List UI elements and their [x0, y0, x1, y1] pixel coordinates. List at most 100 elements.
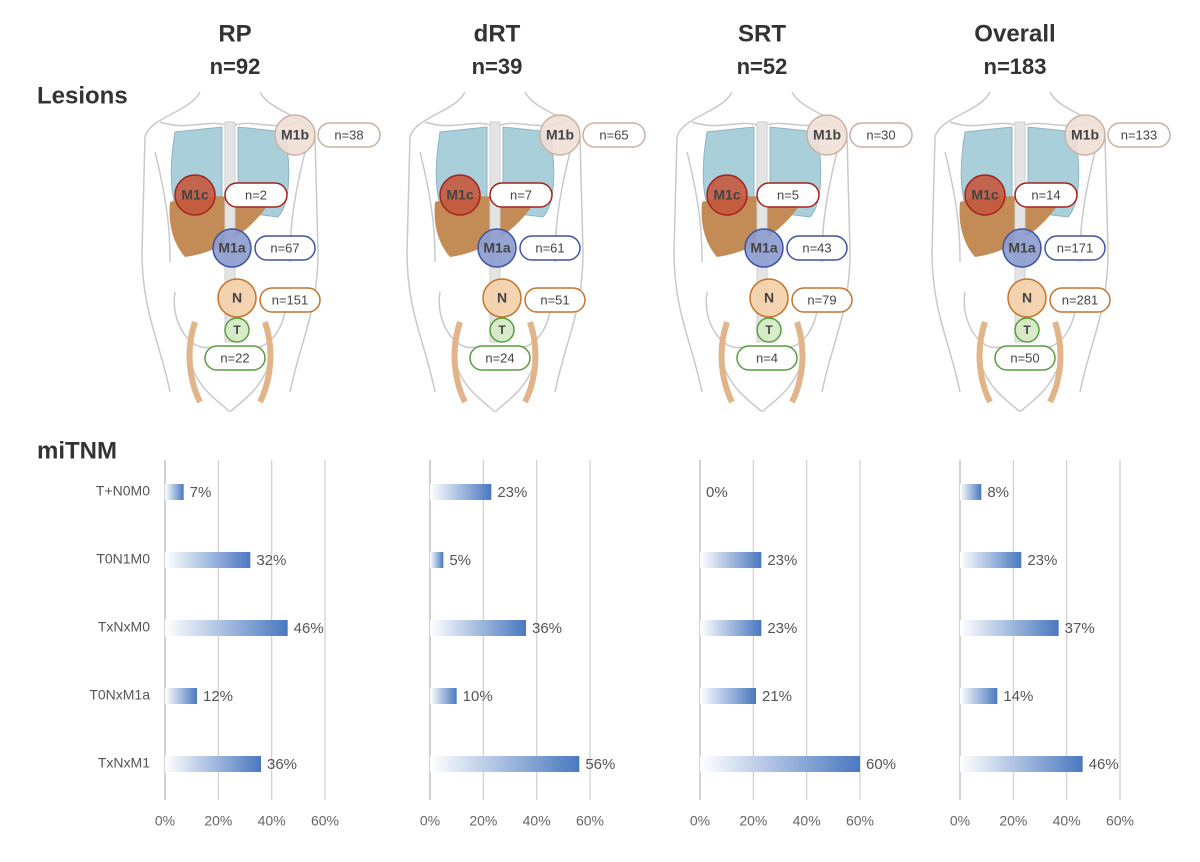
value-label: 14%: [1003, 688, 1033, 705]
lesion-count: n=30: [866, 127, 895, 142]
bar: [430, 756, 580, 772]
site-marker: [489, 317, 515, 343]
site-marker: [274, 114, 316, 156]
site-label: M1b: [546, 127, 574, 143]
value-label: 23%: [1027, 552, 1057, 569]
bar: [430, 484, 492, 500]
x-tick-label: 20%: [204, 813, 232, 829]
site-marker: [1014, 317, 1040, 343]
bar: [960, 552, 1022, 568]
lesion-count: n=38: [334, 127, 363, 142]
site-marker: [477, 228, 517, 268]
category-label: TxNxM1: [98, 755, 150, 771]
count-box: [756, 182, 820, 208]
lesion-count: n=171: [1057, 240, 1094, 255]
value-label: 23%: [767, 620, 797, 637]
value-label: 46%: [1089, 756, 1119, 773]
lesion-count: n=50: [1010, 350, 1039, 365]
lesion-count: n=14: [1031, 187, 1060, 202]
site-marker: [439, 174, 481, 216]
group-n: n=92: [210, 54, 261, 79]
bar: [700, 552, 762, 568]
category-label: T0NxM1a: [89, 687, 150, 703]
row-label: Lesions: [37, 82, 128, 109]
count-box: [736, 345, 798, 371]
x-tick-label: 60%: [1106, 813, 1134, 829]
bar: [960, 688, 998, 704]
group-title: SRT: [738, 20, 786, 47]
lesion-count: n=133: [1121, 127, 1158, 142]
value-label: 10%: [463, 688, 493, 705]
site-label: M1c: [181, 187, 208, 203]
value-label: 23%: [497, 484, 527, 501]
x-tick-label: 0%: [690, 813, 710, 829]
lesion-count: n=281: [1062, 292, 1099, 307]
site-marker: [1007, 278, 1047, 318]
site-marker: [806, 114, 848, 156]
value-label: 36%: [532, 620, 562, 637]
bar: [165, 756, 261, 772]
count-box: [469, 345, 531, 371]
value-label: 7%: [190, 484, 212, 501]
site-label: N: [497, 290, 507, 306]
bar: [430, 688, 457, 704]
value-label: 21%: [762, 688, 792, 705]
site-label: T: [233, 323, 241, 337]
count-box: [786, 235, 848, 261]
site-label: M1a: [483, 240, 510, 256]
value-label: 23%: [767, 552, 797, 569]
lesion-count: n=22: [220, 350, 249, 365]
value-label: 32%: [256, 552, 286, 569]
site-marker: [224, 317, 250, 343]
group-n: n=183: [984, 54, 1047, 79]
count-box: [994, 345, 1056, 371]
bar: [960, 484, 982, 500]
count-box: [1014, 182, 1078, 208]
lesion-count: n=151: [272, 292, 309, 307]
site-marker: [744, 228, 784, 268]
x-tick-label: 40%: [793, 813, 821, 829]
x-tick-label: 40%: [258, 813, 286, 829]
count-box: [524, 287, 586, 313]
value-label: 12%: [203, 688, 233, 705]
count-box: [204, 345, 266, 371]
lesion-count: n=24: [485, 350, 514, 365]
site-label: T: [498, 323, 506, 337]
site-label: T: [765, 323, 773, 337]
site-marker: [1064, 114, 1106, 156]
x-tick-label: 60%: [576, 813, 604, 829]
count-box: [489, 182, 553, 208]
x-tick-label: 0%: [950, 813, 970, 829]
site-label: N: [1022, 290, 1032, 306]
group-title: Overall: [974, 20, 1055, 47]
site-label: M1b: [813, 127, 841, 143]
bar: [430, 620, 526, 636]
site-marker: [212, 228, 252, 268]
count-box: [1107, 122, 1171, 148]
count-box: [317, 122, 381, 148]
bar: [165, 484, 184, 500]
site-label: M1b: [281, 127, 309, 143]
bar: [960, 756, 1083, 772]
site-marker: [217, 278, 257, 318]
count-box: [1049, 287, 1111, 313]
category-label: TxNxM0: [98, 619, 150, 635]
site-marker: [539, 114, 581, 156]
lesion-count: n=67: [270, 240, 299, 255]
site-label: M1c: [713, 187, 740, 203]
lesion-count: n=7: [510, 187, 532, 202]
lesion-count: n=79: [807, 292, 836, 307]
group-n: n=52: [737, 54, 788, 79]
bar: [165, 552, 251, 568]
bar: [430, 552, 444, 568]
x-tick-label: 0%: [420, 813, 440, 829]
site-marker: [964, 174, 1006, 216]
lesion-count: n=5: [777, 187, 799, 202]
category-label: T+N0M0: [96, 483, 150, 499]
x-tick-label: 0%: [155, 813, 175, 829]
site-marker: [749, 278, 789, 318]
group-n: n=39: [472, 54, 523, 79]
count-box: [849, 122, 913, 148]
count-box: [519, 235, 581, 261]
